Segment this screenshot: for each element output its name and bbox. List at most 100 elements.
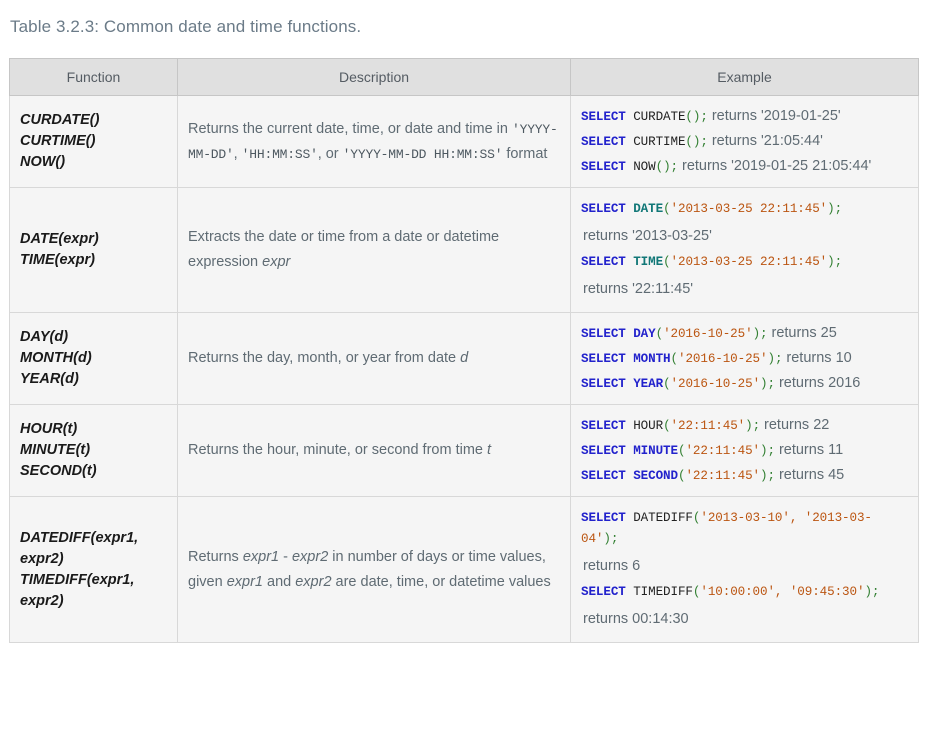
function-signature: SECOND(t) xyxy=(20,463,97,479)
desc-var-4: expr2 xyxy=(295,573,332,590)
sql-function-name: DATE xyxy=(633,202,664,216)
sql-paren-open: ( xyxy=(655,160,664,174)
sql-paren-open: ( xyxy=(670,352,679,366)
sql-keyword-select: SELECT xyxy=(581,377,626,391)
sql-paren-open: ( xyxy=(663,255,671,269)
sql-statement: SELECT CURDATE(); xyxy=(581,110,708,124)
sql-paren-open: ( xyxy=(677,444,686,458)
description-cell: Returns expr1 - expr2 in number of days … xyxy=(177,496,571,643)
table-header: Function Description Example xyxy=(9,58,919,96)
description-text: Returns the hour, minute, or second from… xyxy=(188,438,560,463)
desc-var-3: expr1 xyxy=(226,573,263,590)
table-row: DATE(expr) TIME(expr) Extracts the date or… xyxy=(9,187,919,313)
sql-string-literal: '22:11:45' xyxy=(685,469,761,483)
example-line: SELECT DATEDIFF('2013-03-10', '2013-03-0… xyxy=(581,507,908,549)
description-text: Returns the current date, time, or date … xyxy=(188,117,560,167)
desc-lead: Returns the hour, minute, or second from… xyxy=(188,442,487,458)
desc-lead: Extracts the date or time from a date or… xyxy=(188,229,500,270)
desc-tail: format xyxy=(502,145,548,162)
example-result: returns 10 xyxy=(786,350,852,366)
description-cell: Returns the hour, minute, or second from… xyxy=(177,404,571,497)
function-signature: MINUTE(t) xyxy=(20,442,91,458)
sql-paren-close: ); xyxy=(864,585,880,599)
sql-statement: SELECT HOUR('22:11:45'); xyxy=(581,419,760,433)
desc-sep-2: , or xyxy=(317,145,339,162)
desc-part-1: Returns xyxy=(188,548,243,565)
sql-string-literal: '22:11:45' xyxy=(670,419,746,433)
desc-var: d xyxy=(460,350,469,366)
function-cell: CURDATE() CURTIME() NOW() xyxy=(9,95,178,188)
sql-keyword-select: SELECT xyxy=(581,110,626,124)
function-cell: DATE(expr) TIME(expr) xyxy=(9,187,178,313)
function-signature: TIMEDIFF(expr1, expr2) xyxy=(20,571,135,609)
example-line: SELECT DATE('2013-03-25 22:11:45'); xyxy=(581,198,908,219)
example-result: returns 22 xyxy=(764,417,830,433)
desc-part-3: in number of days or time values, given xyxy=(188,548,546,590)
example-cell: SELECT DAY('2016-10-25'); returns 25 SELEC… xyxy=(570,312,919,405)
table-row: DATEDIFF(expr1, expr2) TIMEDIFF(expr1, ex… xyxy=(9,496,919,643)
sql-paren-close: ); xyxy=(827,202,843,216)
sql-paren-open: ( xyxy=(655,327,664,341)
sql-function-name: HOUR xyxy=(633,419,664,433)
function-signature: YEAR(d) xyxy=(20,371,79,387)
sql-paren-close: ); xyxy=(692,135,708,149)
sql-paren-close: ); xyxy=(827,255,843,269)
example-line: SELECT MINUTE('22:11:45'); returns 11 xyxy=(581,440,908,461)
example-line: SELECT CURDATE(); returns '2019-01-25' xyxy=(581,106,908,127)
sql-paren-open: ( xyxy=(692,585,701,599)
sql-string-literal: '10:00:00', '09:45:30' xyxy=(700,585,865,599)
sql-statement: SELECT NOW(); xyxy=(581,160,678,174)
desc-var-2: expr2 xyxy=(291,548,329,565)
example-result: returns '2013-03-25' xyxy=(583,228,712,244)
table-row: DAY(d) MONTH(d) YEAR(d) Returns the day, mo… xyxy=(9,312,919,405)
sql-statement: SELECT DAY('2016-10-25'); xyxy=(581,327,768,341)
sql-statement: SELECT CURTIME(); xyxy=(581,135,708,149)
sql-keyword-select: SELECT xyxy=(581,511,626,525)
sql-keyword-select: SELECT xyxy=(581,469,626,483)
desc-lead: Returns the day, month, or year from dat… xyxy=(188,350,461,366)
sql-paren-close: ); xyxy=(692,110,708,124)
description-text: Returns the day, month, or year from dat… xyxy=(188,346,560,371)
sql-paren-close: ); xyxy=(663,160,678,174)
sql-paren-close: ); xyxy=(752,327,768,341)
example-line: SELECT CURTIME(); returns '21:05:44' xyxy=(581,131,908,152)
table-body: CURDATE() CURTIME() NOW() Returns the curre… xyxy=(9,95,919,643)
sql-paren-open: ( xyxy=(692,511,701,525)
sql-statement: SELECT DATE('2013-03-25 22:11:45'); xyxy=(581,202,842,216)
example-result: returns 45 xyxy=(778,467,845,483)
sql-function-name: SECOND xyxy=(633,469,678,483)
sql-string-literal: '2013-03-25 22:11:45' xyxy=(670,202,828,216)
function-signature: MONTH(d) xyxy=(20,350,92,366)
example-line: SELECT TIMEDIFF('10:00:00', '09:45:30'); xyxy=(581,581,908,602)
sql-function-name: DAY xyxy=(633,327,656,341)
description-cell: Returns the day, month, or year from dat… xyxy=(177,312,571,405)
example-line: SELECT HOUR('22:11:45'); returns 22 xyxy=(581,415,908,436)
sql-keyword-select: SELECT xyxy=(581,444,626,458)
example-cell: SELECT DATE('2013-03-25 22:11:45'); retur… xyxy=(570,187,919,313)
function-cell: DATEDIFF(expr1, expr2) TIMEDIFF(expr1, ex… xyxy=(9,496,178,643)
sql-paren-close: ); xyxy=(767,352,783,366)
sql-function-name: NOW xyxy=(633,160,656,174)
sql-function-name: MINUTE xyxy=(633,444,678,458)
sql-paren-close: ); xyxy=(760,377,775,391)
function-signature: NOW() xyxy=(20,154,66,170)
sql-paren-close: ); xyxy=(760,444,775,458)
sql-string-literal: '2013-03-10', '2013-03-04' xyxy=(581,511,872,546)
sql-function-name: CURDATE xyxy=(633,110,686,124)
description-text: Extracts the date or time from a date or… xyxy=(188,225,560,275)
example-cell: SELECT CURDATE(); returns '2019-01-25' SEL… xyxy=(570,95,919,188)
sql-keyword-select: SELECT xyxy=(581,160,626,174)
sql-function-name: TIME xyxy=(633,255,664,269)
sql-function-name: YEAR xyxy=(633,377,664,391)
sql-statement: SELECT TIMEDIFF('10:00:00', '09:45:30'); xyxy=(581,585,879,599)
sql-statement: SELECT MINUTE('22:11:45'); xyxy=(581,444,775,458)
sql-statement: SELECT TIME('2013-03-25 22:11:45'); xyxy=(581,255,842,269)
column-header-description: Description xyxy=(177,58,571,96)
sql-string-literal: '22:11:45' xyxy=(685,444,761,458)
example-line: SELECT SECOND('22:11:45'); returns 45 xyxy=(581,465,908,486)
description-cell: Returns the current date, time, or date … xyxy=(177,95,571,188)
sql-paren-close: ); xyxy=(745,419,761,433)
sql-string-literal: '2016-10-25' xyxy=(677,352,768,366)
desc-lead: Returns the current date, time, or date … xyxy=(188,120,512,137)
description-cell: Extracts the date or time from a date or… xyxy=(177,187,571,313)
